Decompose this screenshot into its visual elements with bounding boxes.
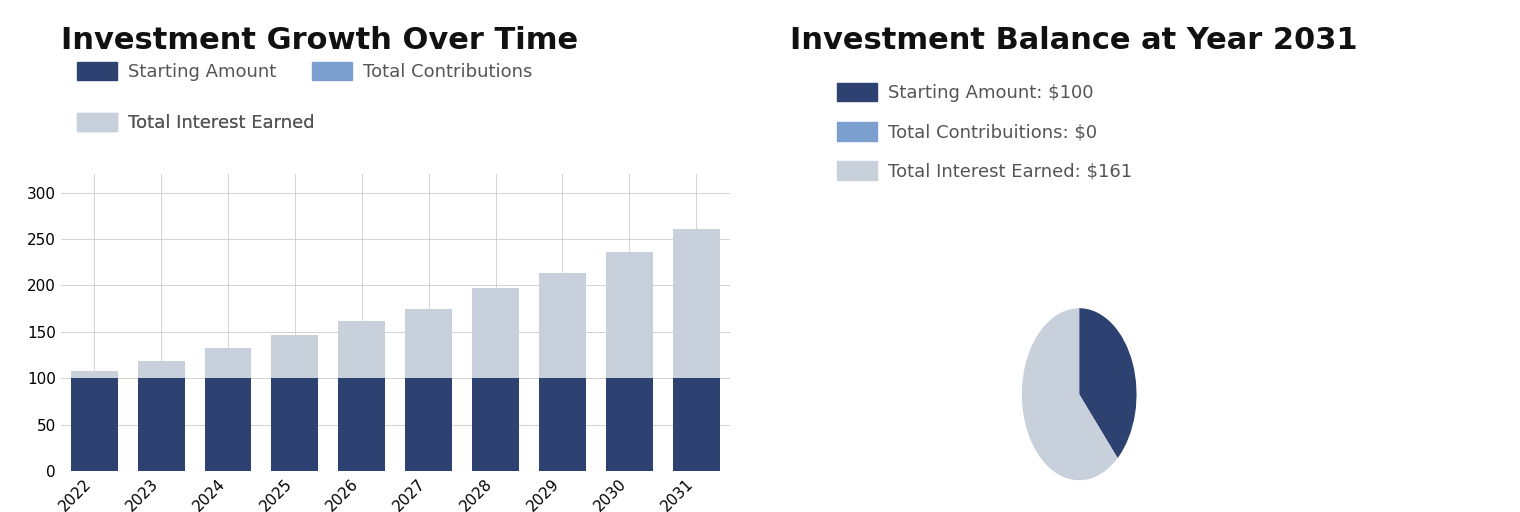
Bar [406, 378, 451, 471]
Bar [673, 378, 719, 471]
Bar [606, 378, 652, 471]
Legend: Total Interest Earned: Total Interest Earned [70, 105, 321, 139]
Wedge shape [1021, 308, 1117, 480]
Bar [473, 288, 518, 378]
Bar [272, 335, 318, 378]
Text: Investment Balance at Year 2031: Investment Balance at Year 2031 [790, 26, 1357, 55]
Bar [606, 252, 652, 378]
Text: Investment Growth Over Time: Investment Growth Over Time [61, 26, 578, 55]
Bar [138, 360, 184, 378]
Bar [272, 378, 318, 471]
Bar [71, 371, 117, 378]
Bar [540, 378, 585, 471]
Bar [205, 348, 251, 378]
Bar [71, 378, 117, 471]
Bar [138, 378, 184, 471]
Bar [406, 309, 451, 378]
Legend: Starting Amount: $100, Total Contribuitions: $0, Total Interest Earned: $161: Starting Amount: $100, Total Contribuiti… [830, 76, 1138, 188]
Bar [673, 229, 719, 378]
Bar [205, 378, 251, 471]
Bar [473, 378, 518, 471]
Bar [540, 273, 585, 378]
Bar [339, 321, 385, 378]
Bar [339, 378, 385, 471]
Wedge shape [1079, 308, 1137, 458]
